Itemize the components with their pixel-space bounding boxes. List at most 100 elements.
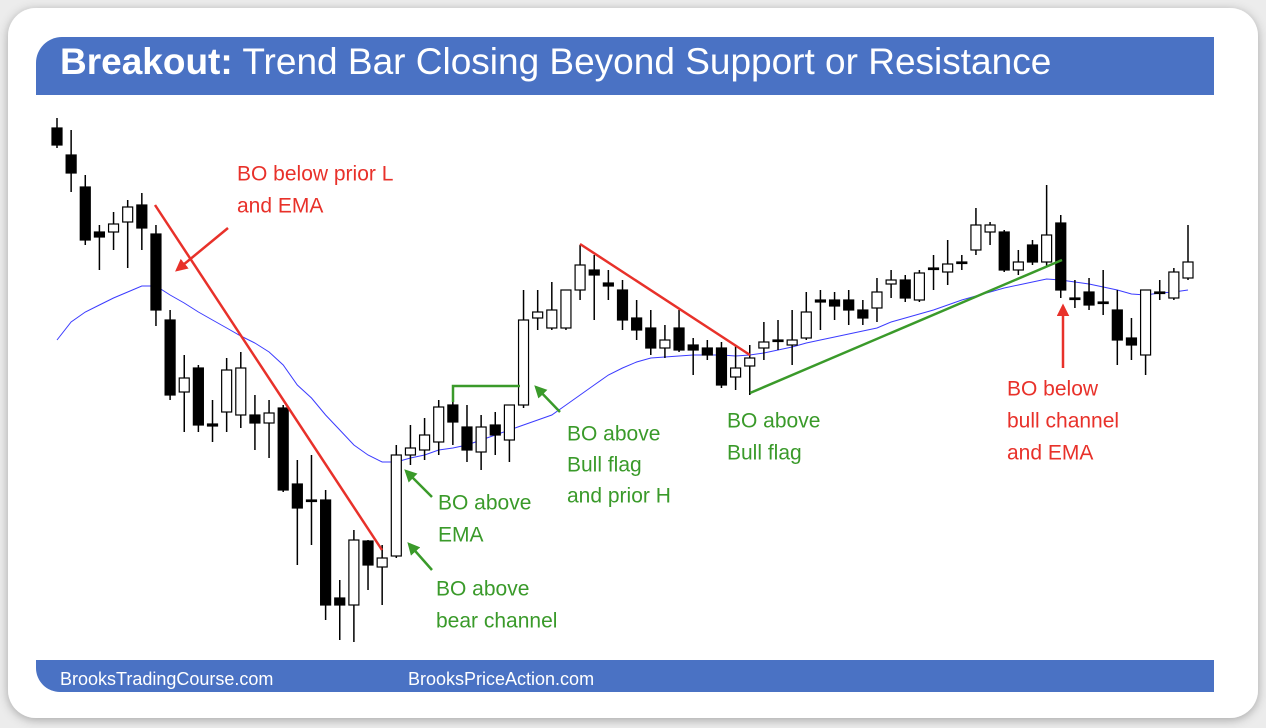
candle-body [970,224,982,251]
candle-body [984,224,996,233]
candle-body [178,377,190,393]
candle-body [871,291,883,309]
candle-body [828,299,841,307]
ema-line [56,278,1189,463]
candle-body [574,264,586,291]
candle-body [1139,289,1152,356]
candle-body [122,206,134,223]
candle-body [729,367,742,378]
title-rest: Trend Bar Closing Beyond Support or Resi… [242,41,1051,82]
candle-body [546,309,558,329]
annotation: and prior H [567,485,671,508]
footer-right: BrooksPriceAction.com [408,669,594,689]
candle-body [1125,337,1138,346]
footer-left: BrooksTradingCourse.com [60,669,273,689]
candle-body [1168,271,1180,299]
candle-body [107,223,120,233]
candle-body [956,261,968,265]
bear-trend-line [153,204,384,551]
annotation: Bull flag [727,442,802,465]
candle-body [390,454,402,557]
candle-body [433,406,445,443]
candle-body [1069,297,1081,301]
annotation: BO above [438,492,531,515]
annotation: BO above [567,423,660,446]
candle-body [150,233,162,311]
trend-lines [153,204,1070,571]
candle-body [899,279,911,299]
candle-body [503,404,515,441]
candle-body [1041,234,1053,263]
candle-body [404,447,417,456]
candle-body [206,423,219,427]
annotation: BO below [1007,378,1099,401]
candle-body [291,483,303,509]
candle-body [348,539,360,606]
candle-body [51,127,63,146]
annotations: BO below prior L and EMA BO above EMA BO… [237,163,1119,633]
candle-body [758,341,770,349]
annotation: EMA [438,524,484,547]
candle-body [1154,291,1166,295]
candle-body [305,499,318,503]
candle-body [235,367,247,416]
flag-line [451,384,520,402]
candle-body [447,404,459,423]
candle-body [701,347,713,356]
annotation: Bull flag [567,454,642,477]
candle-body [263,412,275,424]
candle-body [588,269,600,276]
plot [51,118,1194,642]
bull-trend-line [749,258,1063,395]
candle-body [786,339,798,346]
candle-body [376,557,388,568]
header-bar [36,37,1214,95]
candle-body [687,344,699,351]
candle-body [814,299,827,303]
candle-body [93,231,106,238]
candle-body [843,299,855,311]
candle-body [517,319,530,406]
candle-body [998,231,1010,271]
arrow [404,469,433,498]
candle-body [857,309,869,319]
candle-body [560,289,572,329]
candle-body [79,186,91,241]
annotation: BO above [436,578,529,601]
candle-body [136,204,148,229]
annotation: bull channel [1007,410,1119,433]
candle-body [800,311,812,339]
candle-body [320,499,332,606]
arrow [407,542,433,571]
bear-trend-line [579,242,751,357]
candle-body [249,414,261,424]
candle-body [913,272,925,301]
candle-body [532,311,544,319]
candle-body [659,339,671,349]
candle-body [673,327,685,351]
candle-body [631,317,643,331]
candle-body [475,426,487,453]
candle-body [602,282,614,287]
title-bold: Breakout: [60,41,233,82]
candle-body [65,154,77,174]
candle-body [772,339,784,343]
candle-body [362,540,374,566]
candle-body [1083,291,1095,306]
candle-body [277,407,289,491]
title: Breakout: Trend Bar Closing Beyond Suppo… [60,41,1051,82]
candle-body [1182,261,1194,279]
candle-body [334,597,346,606]
candle-body [1055,222,1067,291]
annotation: and EMA [237,195,323,218]
candle-body [942,263,954,273]
candle-body [418,434,431,451]
arrow [175,227,229,272]
candle-body [715,347,728,386]
candle-body [164,319,176,396]
candle-body [489,424,501,436]
candle-body [744,357,756,367]
candle-body [645,327,657,349]
arrow [534,385,561,413]
